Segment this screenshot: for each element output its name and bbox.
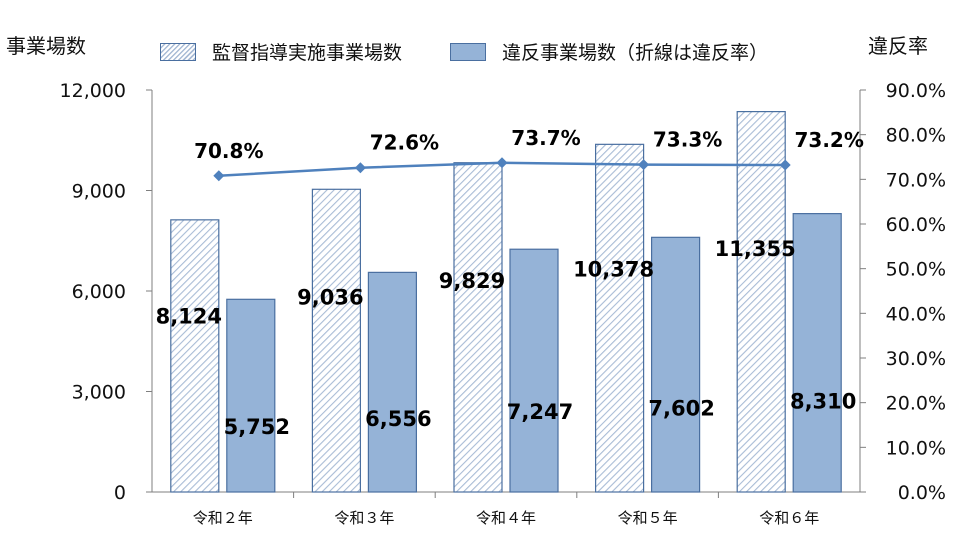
- left-tick-label: 9,000: [72, 181, 126, 203]
- data-label-violation: 7,247: [507, 400, 573, 424]
- left-tick-label: 3,000: [72, 382, 126, 404]
- x-tick-label: 令和５年: [618, 509, 678, 527]
- data-label-inspected: 8,124: [156, 304, 222, 328]
- right-tick-label: 20.0%: [886, 393, 946, 415]
- bar-inspected: [594, 143, 645, 493]
- left-tick-label: 0: [114, 482, 126, 504]
- left-tick-label: 12,000: [60, 80, 126, 102]
- data-label-rate: 72.6%: [370, 131, 439, 155]
- legend-item-inspected: 監督指導実施事業場数: [160, 38, 402, 65]
- x-tick-label: 令和４年: [476, 509, 536, 527]
- bar-violation: [226, 298, 276, 493]
- right-tick-label: 30.0%: [886, 348, 946, 370]
- rate-marker: [496, 157, 508, 169]
- data-label-rate: 70.8%: [194, 139, 263, 163]
- data-label-rate: 73.3%: [653, 128, 722, 152]
- data-label-rate: 73.2%: [795, 128, 864, 152]
- bar-violation: [367, 271, 417, 493]
- bar-inspected: [453, 162, 503, 493]
- data-label-rate: 73.7%: [511, 126, 580, 150]
- right-tick-label: 80.0%: [886, 125, 946, 147]
- data-label-violation: 5,752: [224, 415, 290, 439]
- bar-inspected: [170, 219, 220, 493]
- rate-marker: [638, 159, 650, 171]
- right-tick-label: 90.0%: [886, 80, 946, 102]
- rate-marker: [354, 162, 366, 174]
- legend-swatch-violation: [450, 42, 487, 61]
- right-tick-label: 0.0%: [898, 482, 946, 504]
- bar-violation: [792, 213, 842, 493]
- data-label-violation: 6,556: [365, 407, 431, 431]
- data-label-inspected: 10,378: [573, 257, 654, 281]
- legend: 監督指導実施事業場数 違反事業場数（折線は違反率）: [160, 38, 816, 65]
- right-tick-label: 10.0%: [886, 437, 946, 459]
- data-label-inspected: 9,036: [297, 285, 363, 309]
- bar-violation: [509, 248, 559, 493]
- data-label-violation: 7,602: [648, 397, 714, 421]
- legend-label-violation: 違反事業場数（折線は違反率）: [502, 42, 769, 64]
- left-axis-title: 事業場数: [6, 34, 86, 58]
- right-tick-label: 40.0%: [886, 303, 946, 325]
- left-tick-label: 6,000: [72, 281, 126, 303]
- data-label-inspected: 9,829: [439, 269, 505, 293]
- rate-marker: [213, 170, 225, 182]
- bar-inspected: [311, 188, 361, 493]
- legend-swatch-inspected: [160, 42, 196, 61]
- right-axis-title: 違反率: [868, 34, 928, 58]
- right-tick-label: 60.0%: [886, 214, 946, 236]
- x-tick-label: 令和６年: [759, 509, 819, 527]
- data-label-violation: 8,310: [790, 389, 856, 413]
- x-tick-label: 令和３年: [334, 509, 394, 527]
- legend-label-inspected: 監督指導実施事業場数: [212, 42, 403, 64]
- data-label-inspected: 11,355: [715, 237, 796, 261]
- bar-inspected: [736, 111, 786, 493]
- bar-violation: [650, 236, 701, 493]
- rate-marker: [779, 159, 791, 171]
- legend-item-violation: 違反事業場数（折線は違反率）: [450, 38, 768, 65]
- x-tick-label: 令和２年: [193, 509, 253, 527]
- right-tick-label: 70.0%: [886, 169, 946, 191]
- right-tick-label: 50.0%: [886, 259, 946, 281]
